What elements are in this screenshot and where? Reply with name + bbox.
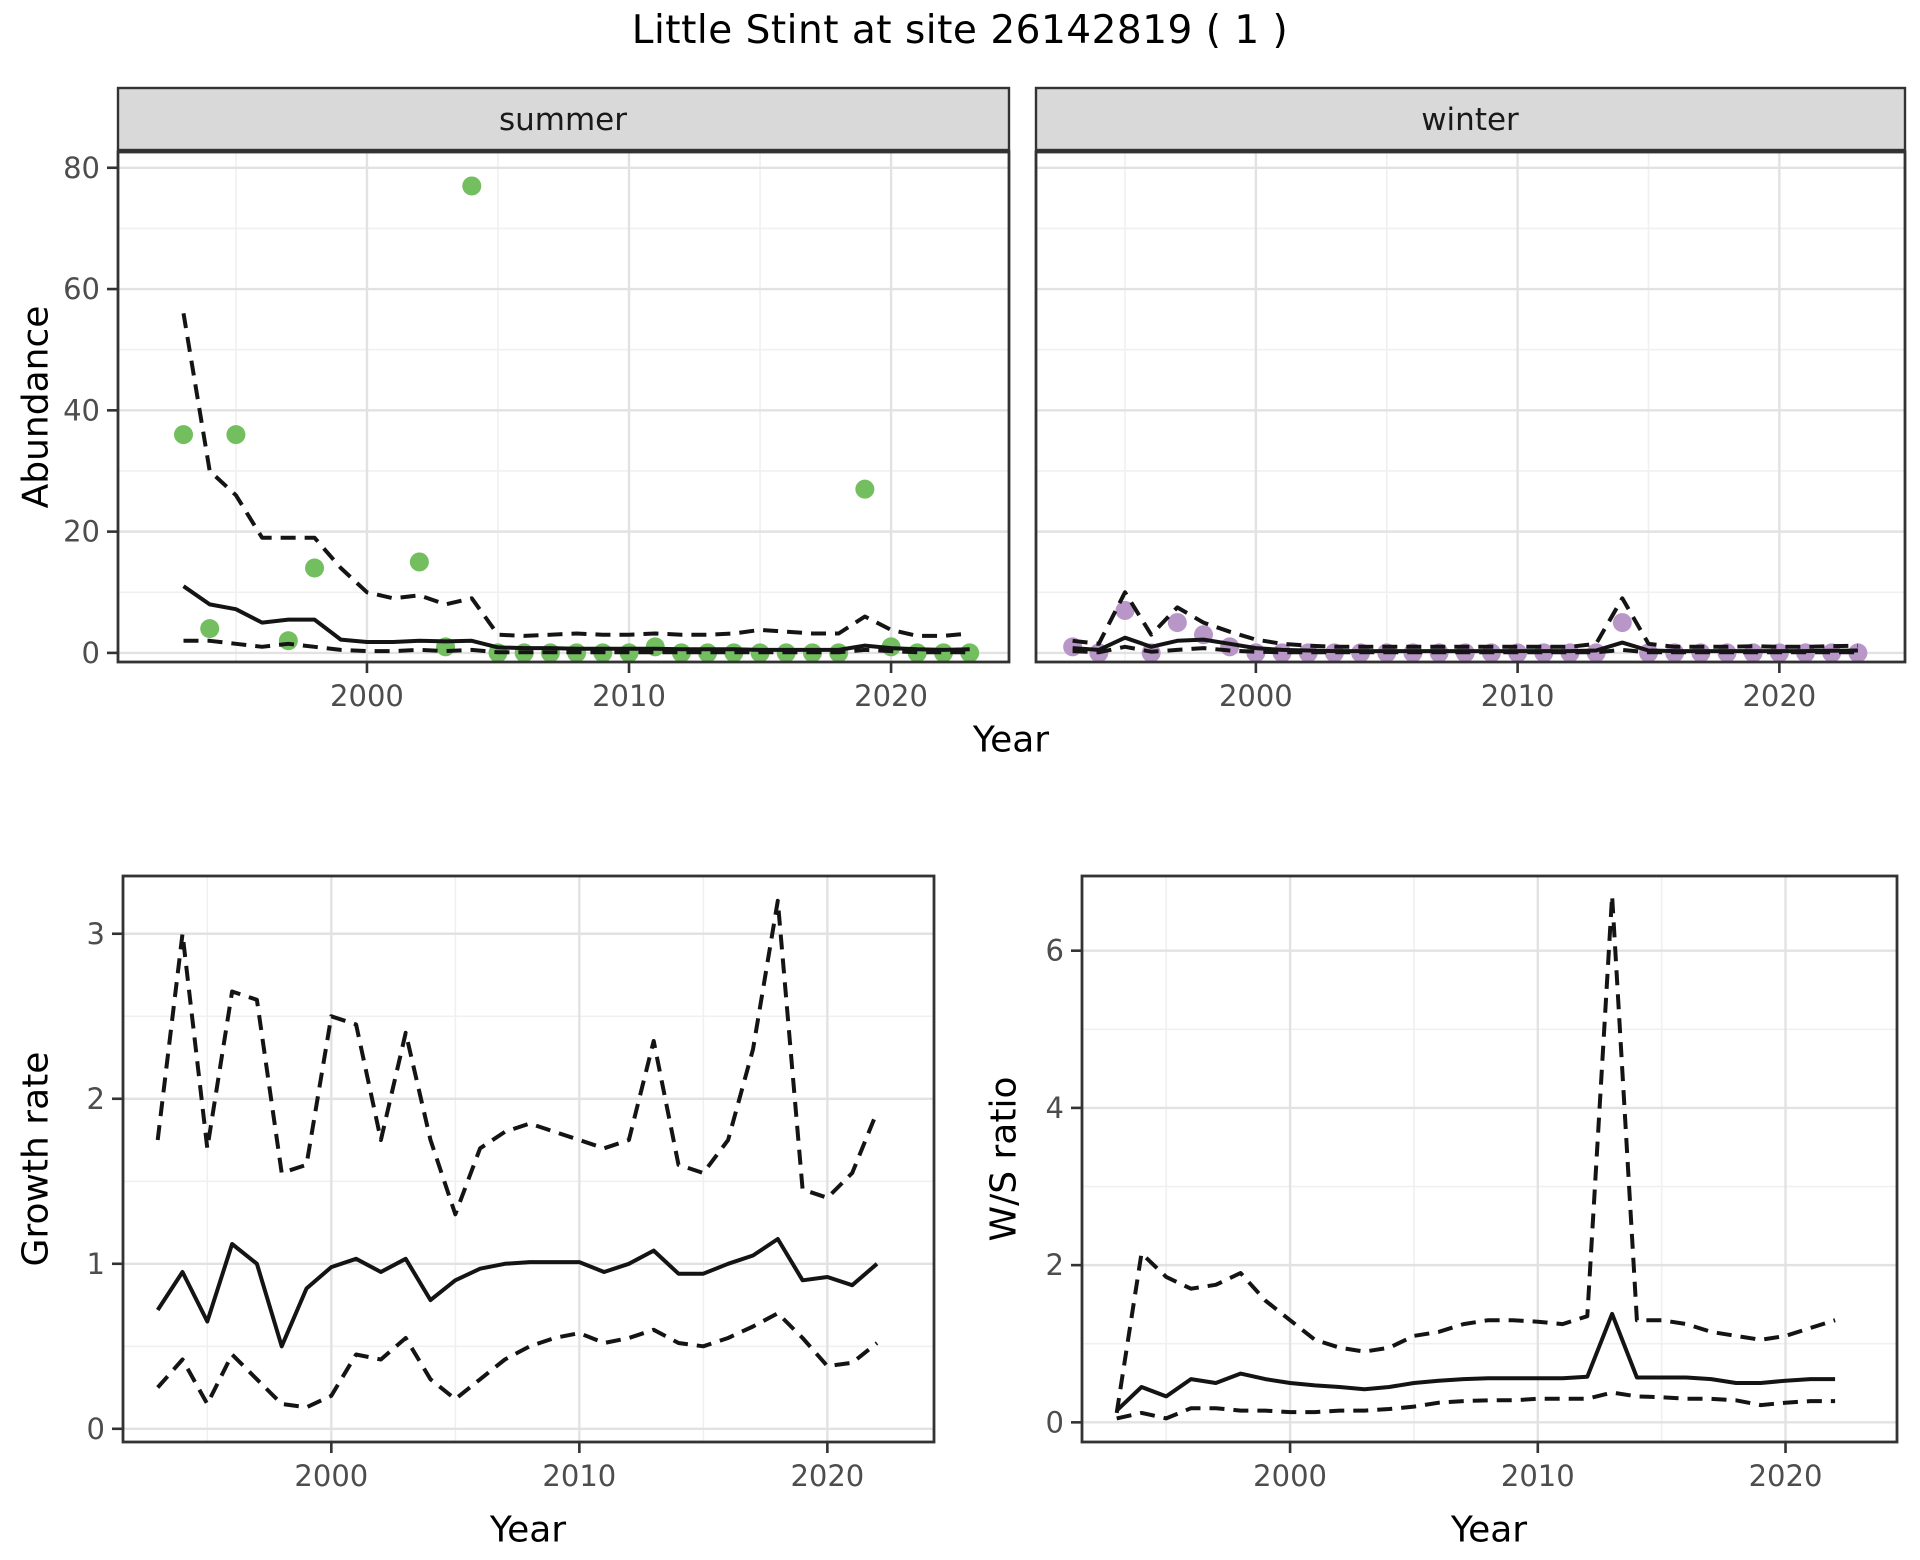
abundance_winter-data-point bbox=[1298, 643, 1318, 663]
abundance_winter-data-point bbox=[1848, 643, 1868, 663]
x-tick-label: 2010 bbox=[1501, 1459, 1575, 1493]
growth_rate-ci_lower-line bbox=[156, 1311, 879, 1410]
growth_rate-panel-border bbox=[121, 874, 936, 1444]
y-axis-title-growth-rate: Growth rate bbox=[15, 1051, 57, 1267]
abundance_summer-data-point bbox=[462, 176, 482, 196]
y-axis-title-abundance: Abundance bbox=[15, 305, 57, 509]
x-tick-label: 2000 bbox=[1253, 1459, 1327, 1493]
growth_rate-ci_upper-line bbox=[155, 898, 879, 1217]
abundance_summer-facet-strip bbox=[116, 86, 1011, 152]
abundance_summer-data-point bbox=[174, 425, 194, 445]
abundance_winter-panel-bg bbox=[1036, 152, 1905, 662]
ws_ratio-panel-border bbox=[1080, 874, 1899, 1444]
x-tick-label: 2010 bbox=[542, 1459, 616, 1493]
abundance_summer-data-point bbox=[409, 552, 429, 572]
abundance_winter-data-point bbox=[1115, 600, 1135, 620]
y-tick-label: 0 bbox=[87, 1412, 105, 1446]
y-axis-title-ws-ratio: W/S ratio bbox=[983, 1076, 1025, 1242]
y-tick-label: 4 bbox=[1046, 1091, 1064, 1125]
abundance_winter-data-point bbox=[1612, 613, 1632, 633]
abundance_summer-panel-border bbox=[116, 150, 1011, 664]
x-axis-title-top: Year bbox=[972, 719, 1050, 761]
x-tick-label: 2020 bbox=[854, 679, 928, 713]
y-tick-label: 2 bbox=[87, 1082, 105, 1116]
abundance_summer-panel-bg bbox=[118, 152, 1009, 662]
y-tick-label: 80 bbox=[63, 151, 100, 185]
abundance_winter-facet-strip bbox=[1034, 86, 1907, 152]
x-tick-label: 2020 bbox=[1742, 679, 1816, 713]
y-tick-label: 0 bbox=[1046, 1405, 1064, 1439]
abundance_summer-ci_upper-line bbox=[181, 312, 970, 638]
y-tick-label: 6 bbox=[1046, 934, 1064, 968]
y-tick-label: 20 bbox=[63, 515, 100, 549]
ws_ratio-ci_lower-line bbox=[1116, 1390, 1836, 1421]
facet-strip-label-summer: summer bbox=[498, 102, 628, 138]
y-tick-label: 0 bbox=[82, 636, 100, 670]
growth_rate-growth_median-line bbox=[156, 1237, 879, 1349]
x-tick-label: 2010 bbox=[1481, 679, 1555, 713]
abundance_summer-data-point bbox=[855, 479, 875, 499]
ws_ratio-ws_median-line bbox=[1115, 1311, 1836, 1413]
y-tick-label: 2 bbox=[1046, 1248, 1064, 1282]
x-tick-label: 2020 bbox=[790, 1459, 864, 1493]
ws_ratio-ci_upper-line bbox=[1114, 893, 1836, 1414]
abundance_winter-panel-border bbox=[1034, 150, 1907, 664]
abundance_winter-data-point bbox=[1167, 613, 1187, 633]
y-tick-label: 40 bbox=[63, 393, 100, 427]
abundance_summer-ci_lower-line bbox=[183, 638, 970, 655]
y-tick-label: 1 bbox=[87, 1247, 105, 1281]
x-tick-label: 2000 bbox=[294, 1459, 368, 1493]
growth_rate-panel-bg bbox=[123, 876, 934, 1442]
x-tick-label: 2010 bbox=[592, 679, 666, 713]
abundance_winter-ci_upper-line bbox=[1072, 590, 1858, 649]
x-tick-label: 2020 bbox=[1749, 1459, 1823, 1493]
abundance_summer-model_median-line bbox=[182, 584, 970, 652]
abundance_summer-data-point bbox=[305, 558, 325, 578]
ws_ratio-panel-bg bbox=[1082, 876, 1897, 1442]
x-axis-title-ws: Year bbox=[1450, 1509, 1528, 1551]
x-axis-title-growth: Year bbox=[489, 1509, 567, 1551]
x-tick-label: 2000 bbox=[330, 679, 404, 713]
abundance_summer-data-point bbox=[200, 619, 220, 639]
abundance_winter-ci_lower-line bbox=[1072, 644, 1858, 655]
abundance_winter-data-point bbox=[1822, 643, 1842, 663]
x-tick-label: 2000 bbox=[1219, 679, 1293, 713]
abundance_summer-data-point bbox=[278, 631, 298, 651]
facet-strip-label-winter: winter bbox=[1421, 102, 1519, 138]
y-tick-label: 60 bbox=[63, 272, 100, 306]
abundance_summer-data-point bbox=[226, 425, 246, 445]
figure-title: Little Stint at site 26142819 ( 1 ) bbox=[631, 8, 1289, 53]
y-tick-label: 3 bbox=[87, 917, 105, 951]
